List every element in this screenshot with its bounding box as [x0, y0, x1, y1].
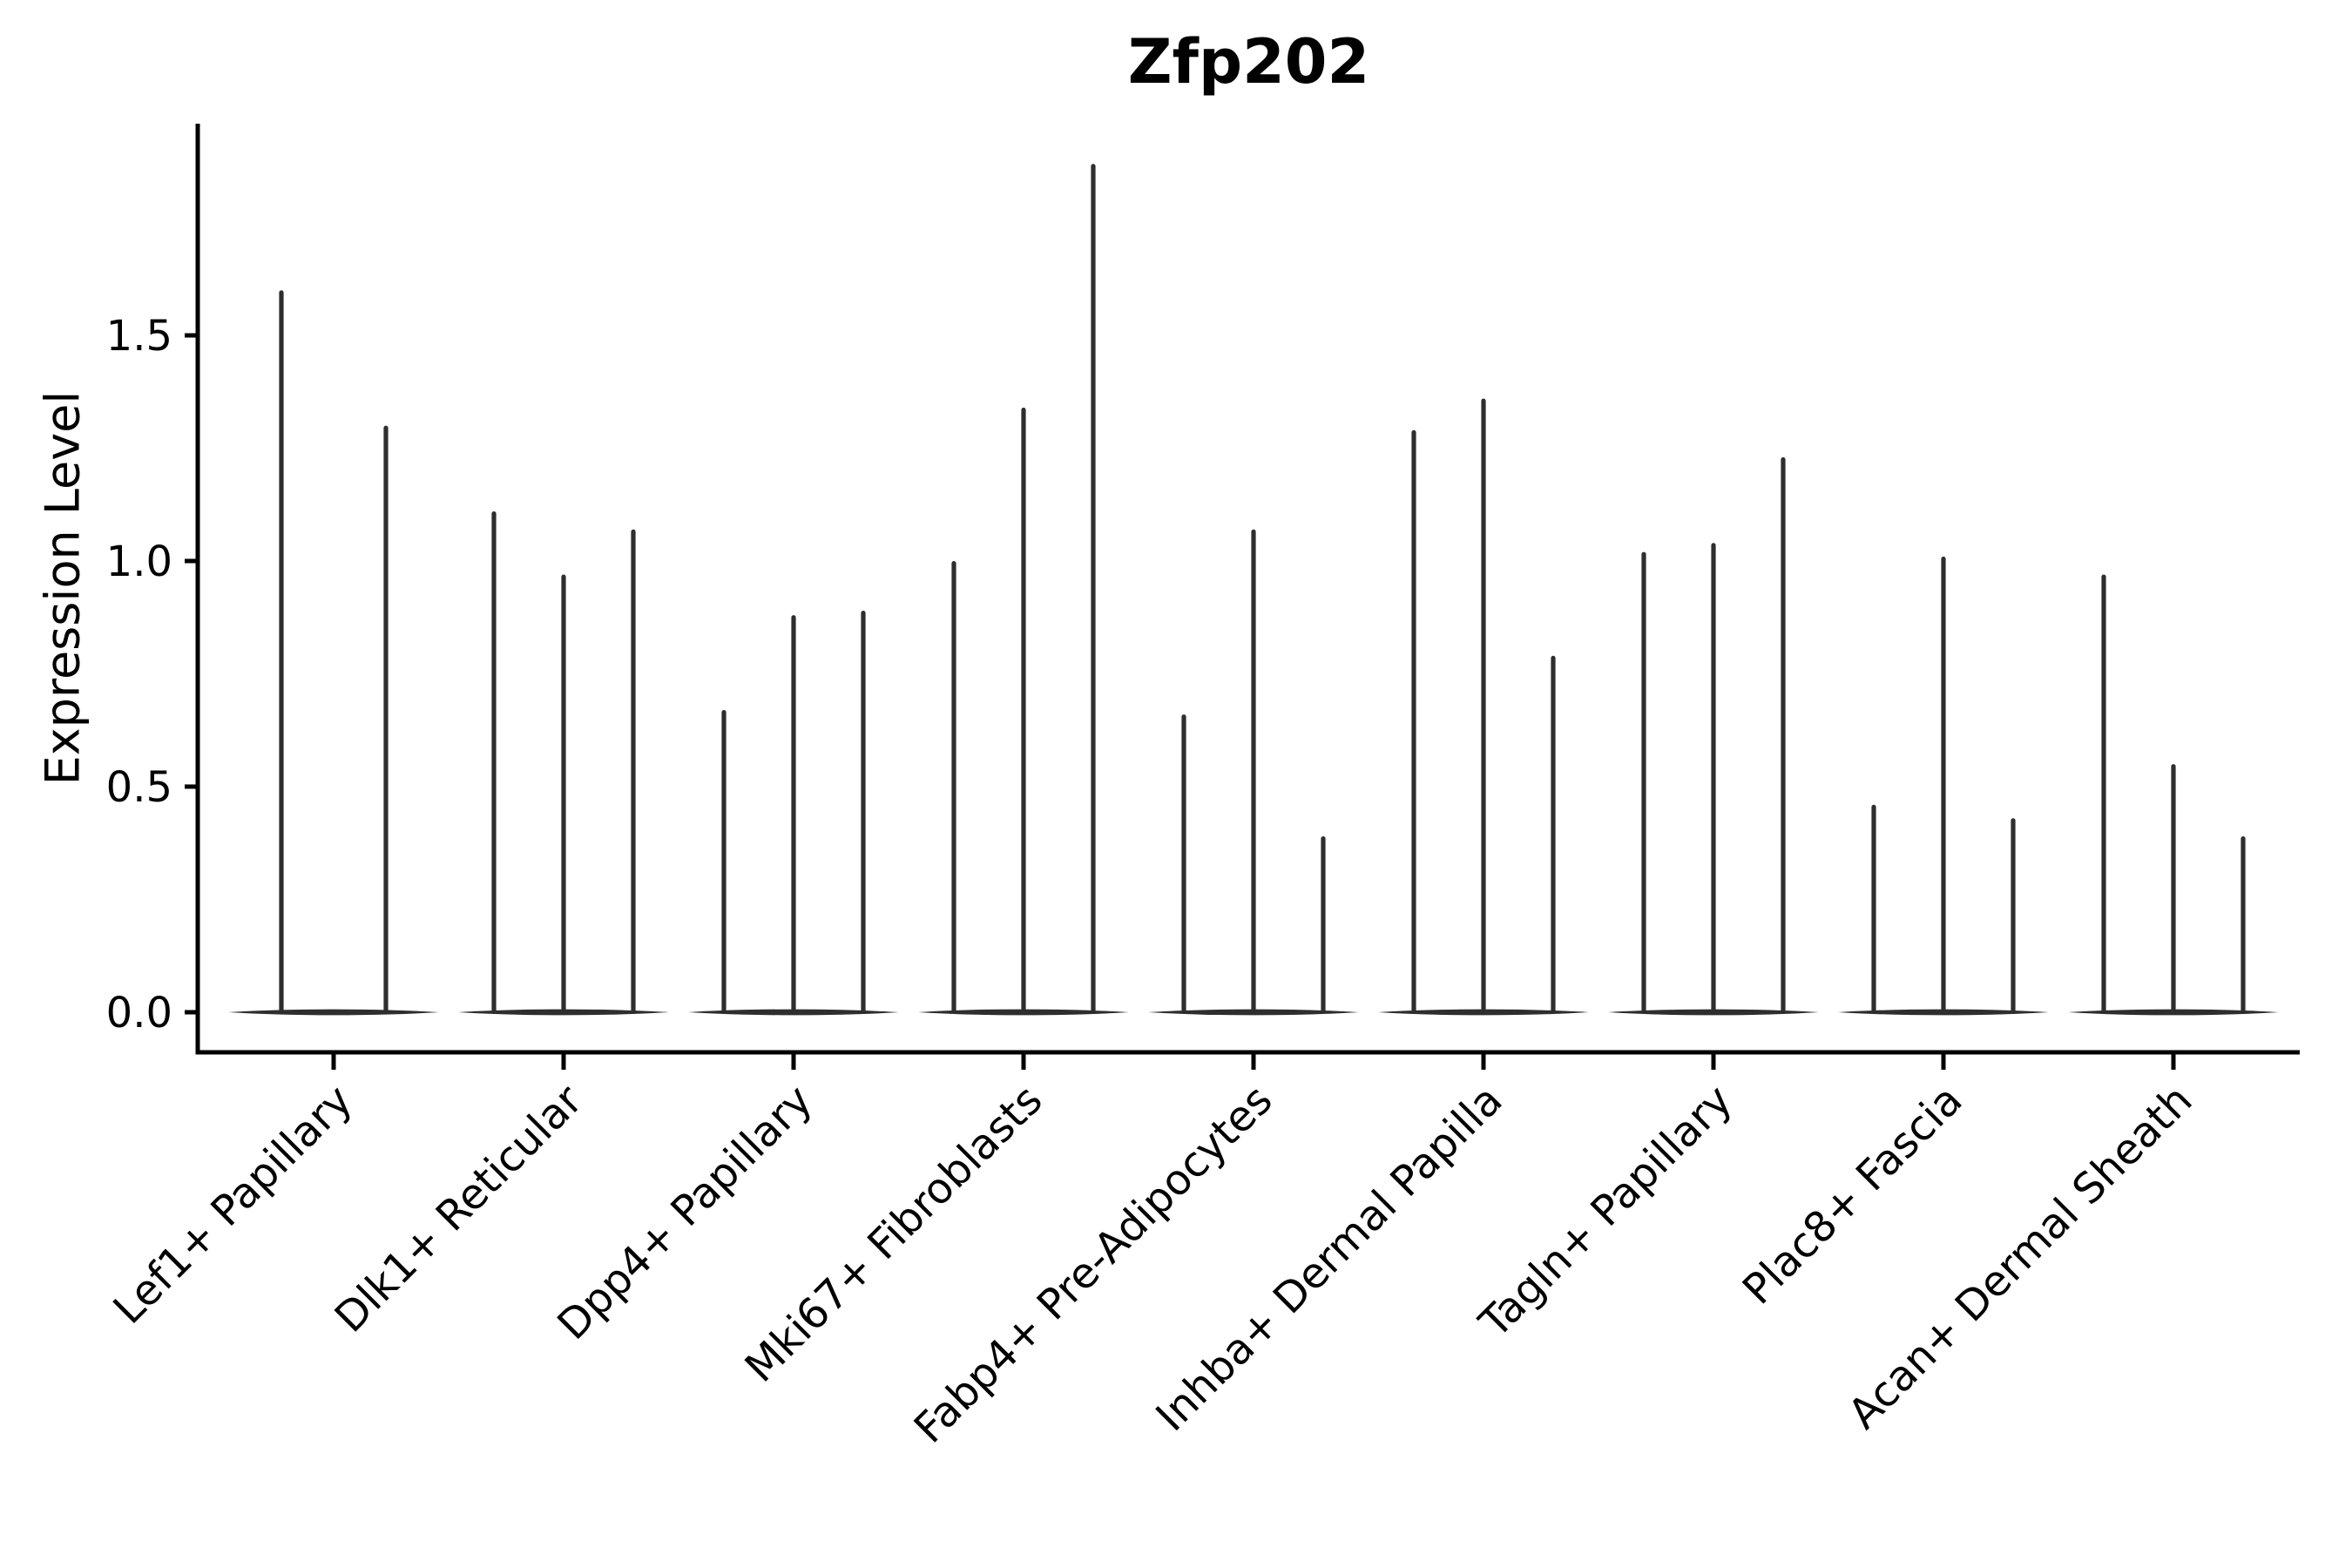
violin-spike	[631, 529, 636, 1014]
y-tick-label: 0.0	[106, 989, 172, 1037]
violin-spike	[1551, 655, 1556, 1014]
violin-spike	[1411, 429, 1416, 1014]
violin-spike	[2101, 574, 2106, 1014]
violin-spike	[1711, 543, 1716, 1014]
violin-spike	[861, 610, 866, 1014]
violin-spike	[1641, 551, 1646, 1014]
y-tick-label: 1.0	[106, 537, 172, 586]
violin-spike	[1321, 835, 1326, 1014]
violin-spike	[1091, 164, 1096, 1014]
violin-spike	[1251, 529, 1256, 1014]
violin-spike	[1941, 556, 1946, 1014]
violin-spike	[491, 511, 497, 1014]
chart-title: Zfp202	[1127, 26, 1370, 98]
y-tick-label: 1.5	[106, 312, 172, 361]
violin-spike	[1021, 407, 1026, 1014]
violin-spike	[1871, 804, 1876, 1014]
x-tick-label: Dpp4+ Papillary	[548, 1076, 821, 1349]
violin-spike	[791, 615, 796, 1014]
x-tick-label: Tagln+ Papillary	[1470, 1076, 1741, 1348]
violin-spike	[561, 574, 566, 1014]
x-tick-label: Plac8+ Fascia	[1734, 1076, 1972, 1315]
violin-spike	[2240, 835, 2246, 1014]
violin-spike	[2011, 818, 2016, 1014]
violin-spike	[383, 425, 389, 1015]
y-tick-label: 0.5	[106, 763, 172, 812]
violin-spike	[2171, 764, 2176, 1014]
violin-spike	[1181, 714, 1186, 1014]
violin-spike	[1481, 398, 1486, 1014]
violin-spike	[951, 561, 956, 1014]
x-tick-label: Lef1+ Papillary	[105, 1076, 362, 1334]
violin-base	[228, 1009, 439, 1016]
violin-spike	[279, 290, 284, 1014]
violin-spike	[721, 709, 727, 1014]
x-tick-label: Dlk1+ Reticular	[326, 1076, 592, 1342]
violin-spike	[1781, 456, 1786, 1014]
